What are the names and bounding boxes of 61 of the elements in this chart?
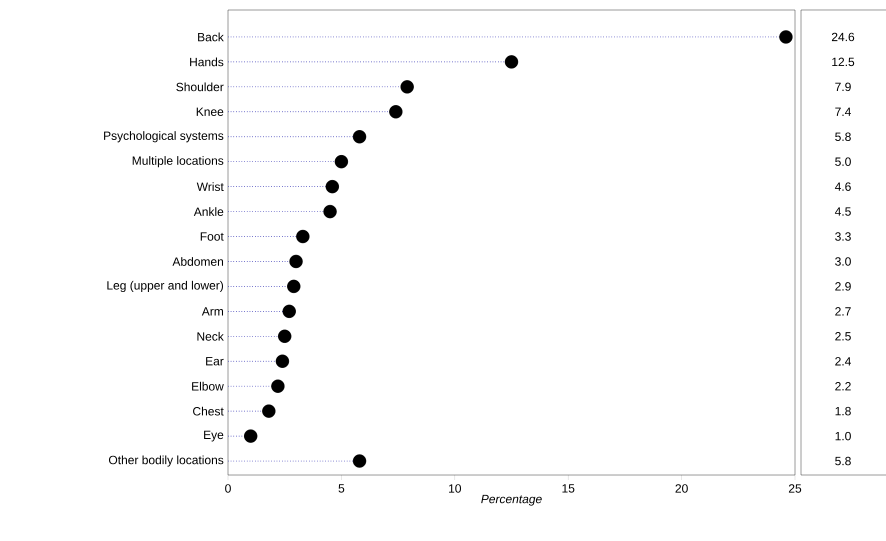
point (352, 454, 366, 468)
point (276, 354, 290, 368)
y-tick-label: Psychological systems (104, 131, 224, 142)
y-tick-label: Hands (190, 57, 224, 66)
y-tick-label: Leg (upper and lower) (107, 280, 224, 292)
y-tick-label: Shoulder (176, 82, 224, 92)
y-tick-label: Chest (193, 406, 224, 416)
y-tick-label: Arm (202, 307, 224, 316)
data-label: 12.5 (832, 58, 854, 66)
x-tick-label: 20 (676, 484, 688, 493)
y-tick-label: Back (198, 32, 224, 42)
point (326, 180, 340, 194)
point (296, 230, 310, 244)
data-label: 7.9 (835, 82, 851, 92)
data-label: 2.4 (835, 357, 851, 366)
point (287, 280, 300, 294)
data-label: 1.0 (836, 432, 851, 440)
data-label: 2.2 (835, 382, 851, 390)
point (323, 204, 337, 218)
y-tick-label: Foot (200, 232, 224, 241)
y-tick-label: Elbow (192, 382, 224, 391)
y-tick-label: Eye (204, 430, 224, 442)
data-label: 3.3 (835, 232, 851, 241)
point (262, 404, 276, 418)
y-tick-label: Ankle (194, 207, 224, 216)
data-label: 7.4 (835, 108, 851, 116)
point (389, 105, 403, 118)
data-label: 3.0 (835, 257, 851, 266)
data-label: 2.7 (835, 307, 851, 316)
data-label: 5.8 (835, 132, 851, 141)
x-tick-label: 25 (788, 484, 802, 493)
data-label: 2.5 (835, 332, 851, 341)
data-label: 5.8 (835, 456, 851, 466)
data-label: 2.9 (835, 282, 851, 291)
point (271, 379, 285, 393)
point (352, 130, 366, 144)
x-tick-label: 5 (338, 484, 344, 493)
point (779, 30, 793, 44)
y-tick-label: Wrist (196, 182, 224, 192)
point (334, 154, 348, 168)
point (289, 254, 303, 268)
data-label: 4.5 (834, 207, 851, 216)
y-tick-label: Multiple locations (132, 156, 224, 168)
y-tick-label: Other bodily locations (108, 455, 224, 467)
point (244, 429, 258, 443)
x-tick-label: 0 (225, 484, 231, 493)
y-tick-label: Neck (197, 332, 224, 341)
x-axis-title: Percentage (481, 494, 542, 506)
point (504, 55, 518, 69)
y-tick-label: Abdomen (172, 257, 224, 266)
data-label: 1.8 (836, 406, 851, 416)
point (278, 330, 292, 344)
x-tick-label: 10 (449, 484, 462, 493)
data-label: 5.0 (835, 157, 851, 166)
y-tick-label: Knee (196, 108, 224, 116)
data-label: 24.6 (832, 32, 854, 42)
point (400, 80, 414, 94)
point (282, 304, 296, 318)
x-tick-label: 15 (562, 484, 574, 493)
data-label: 4.6 (834, 182, 851, 191)
y-tick-label: Ear (206, 357, 224, 366)
